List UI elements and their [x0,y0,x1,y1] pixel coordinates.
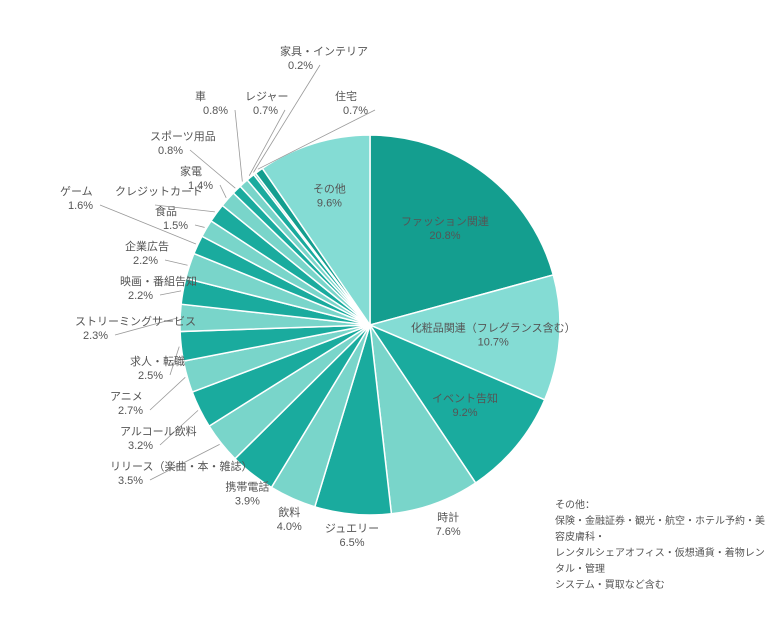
leader-line [235,110,242,182]
leader-line [165,260,188,265]
slice-label: アニメ [110,391,143,403]
slice-label: 求人・転職 [130,355,185,368]
slice-label: 住宅 [335,89,357,103]
slice-pct: 9.6% [317,197,342,209]
slice-pct: 2.7% [118,405,143,417]
slice-label: 企業広告 [125,239,169,253]
slice-label: スポーツ用品 [150,130,216,143]
slice-pct: 3.5% [118,475,143,487]
leader-line [220,185,226,198]
slice-pct: 6.5% [339,537,364,549]
slice-pct: 20.8% [429,230,460,242]
slice-label: 車 [195,89,206,103]
slice-pct: 0.8% [158,145,183,157]
slice-pct: 1.4% [188,180,213,192]
slice-pct: 0.7% [343,105,368,117]
slice-label: レジャー [245,91,288,103]
slice-pct: 2.2% [133,255,158,267]
slice-label: ジュエリー [325,523,379,535]
slice-pct: 0.7% [253,105,278,117]
slice-label: 時計 [437,510,459,524]
footer-note: その他： 保険・金融証券・観光・航空・ホテル予約・美容皮膚科・レンタルシェアオフィ… [555,498,769,594]
slice-label: 家電 [180,164,202,178]
note-line: 保険・金融証券・観光・航空・ホテル予約・美容皮膚科・ [555,516,765,543]
slice-label: リリース（楽曲・本・雑誌） [110,459,252,473]
slice-pct: 1.6% [68,200,93,212]
slice-pct: 2.5% [138,370,163,382]
leader-line [160,291,181,295]
slice-pct: 9.2% [452,407,477,419]
slice-pct: 3.2% [128,440,153,452]
pie-chart-container: ファッション関連 20.8% 化粧品関連（フレグランス含む） 10.7% イベント告知 9… [0,0,769,620]
slice-pct: 1.5% [163,220,188,232]
slice-pct: 2.3% [83,330,108,342]
slice-label: アルコール飲料 [120,424,197,438]
note-line: レンタルシェアオフィス・仮想通貨・着物レンタル・管理 [555,548,765,575]
slice-pct: 10.7% [478,337,509,349]
leader-line [195,225,205,227]
slice-pct: 0.2% [288,60,313,72]
slice-label: 映画・番組告知 [120,274,197,288]
slice-pct: 0.8% [203,105,228,117]
slice-label: 携帯電話 [225,479,269,493]
slice-label: イベント告知 [432,391,498,405]
slice-pct: 2.2% [128,290,153,302]
slice-label: 家具・インテリア [280,44,368,58]
leader-line [150,377,185,410]
note-title: その他： [555,500,595,511]
slice-pct: 4.0% [277,521,302,533]
slice-label: 飲料 [278,505,300,519]
slice-label: ストリーミングサービス [75,314,196,328]
slice-pct: 3.9% [235,495,260,507]
note-line: システム・買取など含む [555,580,665,591]
slice-pct: 7.6% [436,526,461,538]
slice-label: 化粧品関連（フレグランス含む） [411,321,576,335]
slice-label: ゲーム [60,185,93,198]
slice-label: その他 [313,182,346,195]
slice-label: ファッション関連 [401,214,489,228]
